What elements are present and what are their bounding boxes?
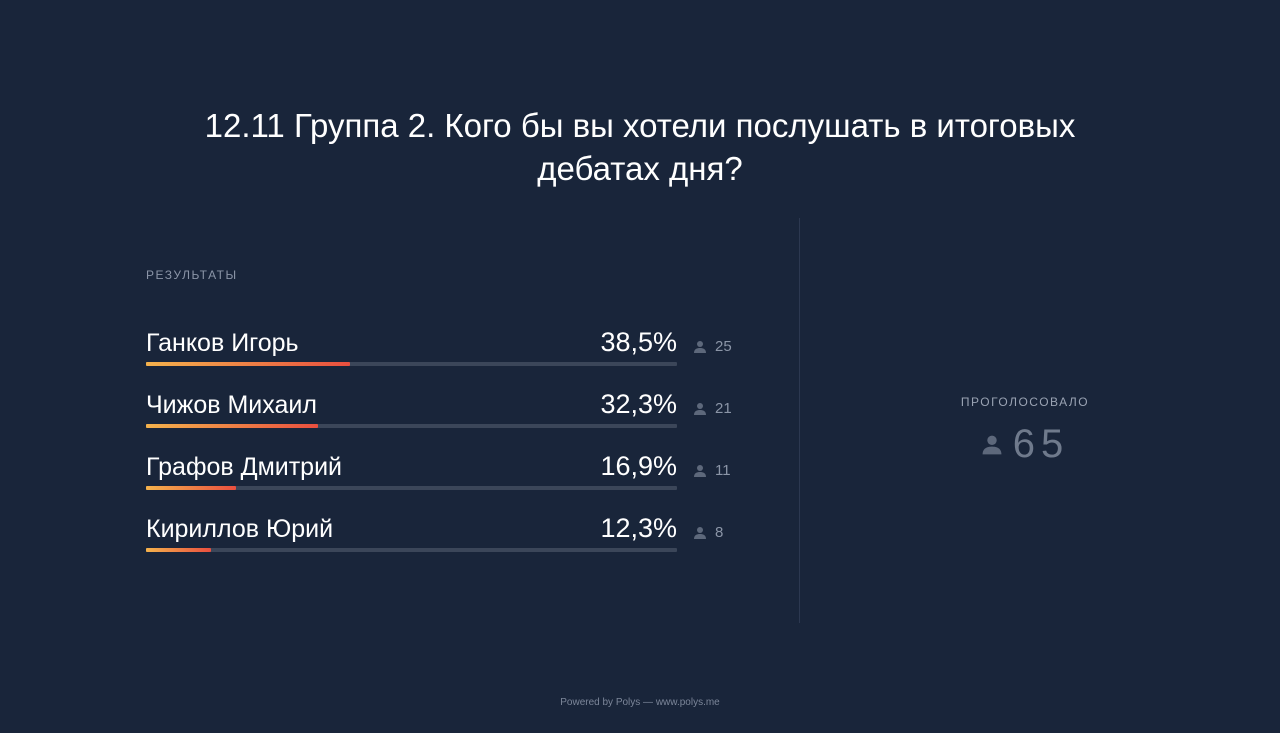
person-icon bbox=[982, 435, 1002, 454]
result-bar-track bbox=[146, 424, 677, 428]
vote-count-value: 21 bbox=[715, 400, 732, 417]
poll-question: 12.11 Группа 2. Кого бы вы хотели послуш… bbox=[0, 104, 1280, 190]
result-bar-track bbox=[146, 362, 677, 366]
candidate-name: Кириллов Юрий bbox=[146, 515, 334, 543]
result-bar-fill bbox=[146, 362, 351, 366]
result-bar-fill bbox=[146, 486, 236, 490]
candidate-percent: 38,5% bbox=[600, 327, 677, 357]
person-icon bbox=[694, 526, 706, 539]
candidate-percent: 12,3% bbox=[600, 513, 677, 543]
result-row: Ганков Игорь 38,5% 25 bbox=[146, 322, 746, 384]
voted-total-value: 65 bbox=[1012, 422, 1070, 466]
candidate-vote-count: 8 bbox=[693, 524, 723, 541]
candidate-percent: 32,3% bbox=[600, 389, 677, 419]
poll-question-line-2: дебатах дня? bbox=[537, 150, 743, 187]
candidate-name: Чижов Михаил bbox=[146, 391, 317, 419]
person-icon bbox=[694, 464, 706, 477]
voted-label: ПРОГОЛОСОВАЛО bbox=[960, 395, 1090, 409]
results-label: РЕЗУЛЬТАТЫ bbox=[146, 268, 238, 282]
candidate-name: Графов Дмитрий bbox=[146, 453, 343, 481]
person-icon bbox=[694, 402, 706, 415]
candidate-vote-count: 21 bbox=[693, 400, 732, 417]
vote-count-value: 8 bbox=[715, 524, 724, 541]
voted-total: 65 bbox=[800, 422, 1250, 467]
result-bar-track bbox=[146, 486, 677, 490]
vote-count-value: 11 bbox=[715, 462, 731, 479]
result-bar-fill bbox=[146, 424, 318, 428]
result-row: Кириллов Юрий 12,3% 8 bbox=[146, 508, 746, 570]
powered-by-link[interactable]: Powered by Polys — www.polys.me bbox=[560, 697, 720, 708]
candidate-vote-count: 11 bbox=[693, 462, 731, 479]
column-divider bbox=[799, 218, 800, 623]
candidate-percent: 16,9% bbox=[600, 451, 677, 481]
candidate-name: Ганков Игорь bbox=[146, 329, 299, 357]
poll-question-line-1: 12.11 Группа 2. Кого бы вы хотели послуш… bbox=[204, 107, 1076, 144]
results-list: Ганков Игорь 38,5% 25 Чижов Михаил 32,3%… bbox=[146, 322, 746, 570]
person-icon bbox=[694, 340, 706, 353]
result-bar-fill bbox=[146, 548, 212, 552]
result-row: Графов Дмитрий 16,9% 11 bbox=[146, 446, 746, 508]
result-row: Чижов Михаил 32,3% 21 bbox=[146, 384, 746, 446]
vote-count-value: 25 bbox=[715, 338, 732, 355]
candidate-vote-count: 25 bbox=[693, 338, 732, 355]
result-bar-track bbox=[146, 548, 677, 552]
